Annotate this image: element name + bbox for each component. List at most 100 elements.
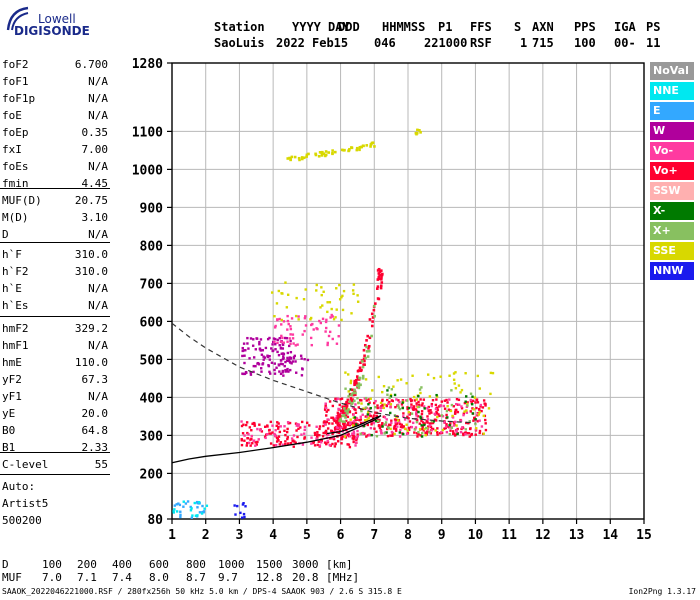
echo-trace-point [368, 336, 372, 340]
echo-trace-point [348, 147, 351, 151]
echo-point [414, 426, 418, 429]
x-tick-label: 4 [269, 528, 277, 543]
echo-point [304, 324, 308, 327]
echo-point [397, 399, 400, 402]
echo-point [358, 398, 362, 402]
echo-point [344, 414, 348, 417]
echo-point [335, 426, 339, 429]
echo-trace-point [341, 414, 344, 418]
echo-trace-point [369, 143, 373, 146]
echo-point [386, 427, 389, 431]
echo-point [341, 435, 345, 438]
echo-point [452, 378, 456, 381]
echo-point [409, 406, 413, 409]
echo-trace-point [348, 400, 351, 404]
echo-point [434, 403, 438, 407]
echo-point [464, 372, 467, 375]
echo-point [416, 435, 419, 438]
echo-point [344, 426, 347, 430]
echo-point [200, 512, 204, 515]
echo-point [426, 407, 429, 410]
echo-trace-point [331, 149, 334, 152]
echo-point [369, 426, 373, 430]
echo-point [381, 404, 384, 407]
row-value: 600 [149, 558, 169, 571]
echo-point [420, 412, 424, 416]
echo-point [268, 354, 271, 358]
echo-trace-point [339, 419, 343, 423]
header-label: PS [646, 20, 661, 34]
param-name: B1 [2, 441, 16, 454]
echo-trace-point [345, 404, 349, 408]
echo-point [274, 324, 277, 328]
param-value: 64.8 [81, 424, 109, 437]
echo-trace-point [353, 393, 357, 396]
echo-point [312, 441, 315, 444]
echo-trace-point [289, 157, 292, 161]
echo-point [354, 441, 358, 444]
x-tick-label: 11 [501, 528, 517, 543]
echo-trace-point [355, 146, 359, 150]
echo-point [445, 409, 449, 413]
echo-point [266, 425, 269, 428]
echo-trace-point [286, 157, 290, 160]
echo-point [329, 316, 332, 319]
echo-point [239, 511, 242, 515]
header-label: Station [214, 20, 265, 34]
echo-point [175, 510, 179, 513]
echo-point [360, 409, 363, 413]
echo-point [454, 408, 457, 412]
param-name: hmF1 [2, 339, 29, 352]
echo-trace-point [376, 297, 380, 300]
echo-point [386, 426, 390, 429]
echo-point [258, 343, 261, 346]
echo-point [380, 423, 384, 426]
echo-point [466, 401, 469, 404]
echo-point [346, 423, 350, 426]
row-value: 100 [42, 558, 62, 571]
echo-point [320, 439, 323, 442]
echo-point [343, 435, 347, 438]
echo-point [247, 433, 250, 436]
echo-point [388, 396, 391, 399]
echo-point [442, 404, 446, 408]
echo-point [178, 503, 182, 507]
echo-point [278, 430, 282, 434]
echo-point [460, 407, 464, 410]
echo-point [334, 442, 337, 445]
echo-point [274, 443, 278, 447]
echo-point [445, 423, 448, 426]
echo-point [478, 419, 481, 422]
echo-point [448, 374, 451, 377]
echo-point [332, 418, 335, 421]
echo-point [240, 516, 244, 519]
row-value: 7.0 [42, 571, 62, 584]
echo-point [428, 422, 432, 425]
echo-point [394, 405, 397, 409]
echo-point [471, 399, 475, 403]
header-label: DDD [338, 20, 360, 34]
echo-point [366, 415, 369, 419]
echo-point [430, 411, 433, 414]
echo-point [395, 418, 398, 422]
row-value: 8.7 [186, 571, 206, 584]
echo-point [454, 420, 457, 424]
echo-point [443, 399, 447, 402]
echo-trace-point [355, 148, 359, 152]
echo-point [464, 400, 467, 403]
legend-entry: X+ [650, 222, 694, 240]
echo-point [465, 395, 468, 398]
echo-point [286, 437, 289, 441]
echo-point [246, 441, 249, 445]
param-value: 2.33 [81, 441, 109, 454]
echo-trace-point [351, 398, 355, 401]
echo-point [328, 400, 332, 403]
echo-trace-point [358, 148, 361, 152]
echo-point [362, 407, 365, 410]
echo-point [355, 417, 359, 420]
echo-point [303, 436, 306, 439]
echo-point [303, 428, 306, 432]
echo-point [340, 296, 343, 299]
echo-trace-point [357, 385, 361, 388]
echo-point [277, 439, 280, 442]
